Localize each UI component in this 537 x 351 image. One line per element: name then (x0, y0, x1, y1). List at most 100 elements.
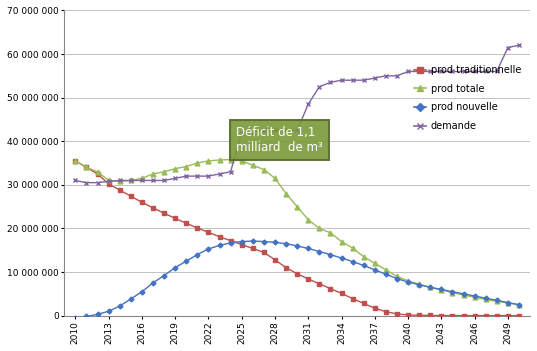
prod totale (139, 176, 145, 180)
prod totale (128, 178, 134, 183)
prod nouvelle (216, 243, 223, 247)
demande (105, 179, 112, 184)
prod nouvelle (449, 290, 455, 294)
demande (394, 74, 400, 78)
prod totale (216, 158, 223, 162)
prod nouvelle (405, 280, 411, 284)
prod traditionnelle (372, 306, 378, 310)
prod totale (305, 218, 311, 222)
demande (161, 178, 168, 183)
prod nouvelle (117, 304, 123, 308)
prod nouvelle (139, 290, 145, 294)
prod traditionnelle (161, 211, 168, 215)
prod totale (383, 268, 389, 272)
demande (338, 78, 345, 82)
prod traditionnelle (505, 313, 511, 318)
demande (283, 128, 289, 132)
demande (205, 174, 212, 178)
Line: prod totale: prod totale (73, 157, 521, 307)
prod traditionnelle (260, 250, 267, 254)
prod traditionnelle (338, 291, 345, 296)
prod traditionnelle (405, 313, 411, 317)
prod totale (105, 178, 112, 183)
prod nouvelle (272, 240, 278, 245)
demande (216, 172, 223, 176)
demande (372, 76, 378, 80)
prod nouvelle (183, 259, 190, 263)
prod traditionnelle (83, 165, 90, 170)
prod totale (205, 159, 212, 163)
prod totale (260, 167, 267, 172)
prod totale (471, 295, 478, 299)
prod totale (150, 172, 156, 176)
prod traditionnelle (105, 182, 112, 186)
prod traditionnelle (72, 159, 78, 163)
demande (294, 128, 300, 132)
demande (272, 128, 278, 132)
prod totale (272, 176, 278, 180)
demande (95, 180, 101, 185)
prod nouvelle (438, 287, 445, 292)
demande (238, 131, 245, 135)
demande (260, 128, 267, 132)
prod totale (350, 246, 356, 250)
demande (72, 178, 78, 183)
demande (438, 69, 445, 74)
prod nouvelle (128, 297, 134, 301)
prod nouvelle (350, 259, 356, 264)
prod traditionnelle (250, 246, 256, 251)
prod traditionnelle (360, 301, 367, 305)
prod traditionnelle (95, 172, 101, 176)
prod totale (494, 299, 500, 303)
prod nouvelle (227, 241, 234, 245)
demande (427, 69, 433, 74)
prod traditionnelle (305, 277, 311, 281)
prod traditionnelle (316, 282, 323, 286)
prod totale (438, 288, 445, 292)
demande (350, 78, 356, 82)
prod nouvelle (283, 241, 289, 246)
prod totale (327, 231, 333, 235)
demande (383, 74, 389, 78)
demande (471, 69, 478, 74)
prod traditionnelle (394, 312, 400, 316)
prod nouvelle (95, 312, 101, 316)
prod totale (172, 167, 178, 171)
prod nouvelle (482, 296, 489, 300)
demande (460, 69, 467, 74)
prod totale (283, 191, 289, 196)
prod totale (427, 285, 433, 289)
prod nouvelle (360, 263, 367, 267)
prod totale (338, 239, 345, 244)
prod nouvelle (250, 239, 256, 243)
prod totale (238, 159, 245, 163)
prod totale (482, 297, 489, 302)
prod nouvelle (150, 281, 156, 285)
prod nouvelle (505, 300, 511, 305)
prod traditionnelle (482, 313, 489, 318)
prod nouvelle (205, 247, 212, 251)
prod traditionnelle (150, 206, 156, 210)
prod totale (95, 170, 101, 174)
demande (316, 85, 323, 89)
prod totale (316, 226, 323, 231)
prod totale (117, 179, 123, 184)
demande (360, 78, 367, 82)
prod traditionnelle (516, 313, 522, 318)
demande (405, 69, 411, 74)
prod nouvelle (516, 303, 522, 307)
demande (83, 180, 90, 185)
demande (117, 178, 123, 183)
prod traditionnelle (383, 310, 389, 314)
prod nouvelle (238, 239, 245, 244)
prod nouvelle (460, 292, 467, 296)
prod traditionnelle (216, 234, 223, 239)
prod nouvelle (105, 309, 112, 313)
prod traditionnelle (183, 221, 190, 225)
demande (150, 178, 156, 183)
prod traditionnelle (128, 194, 134, 198)
prod totale (460, 293, 467, 297)
prod traditionnelle (438, 313, 445, 318)
prod nouvelle (72, 316, 78, 320)
prod traditionnelle (449, 313, 455, 318)
